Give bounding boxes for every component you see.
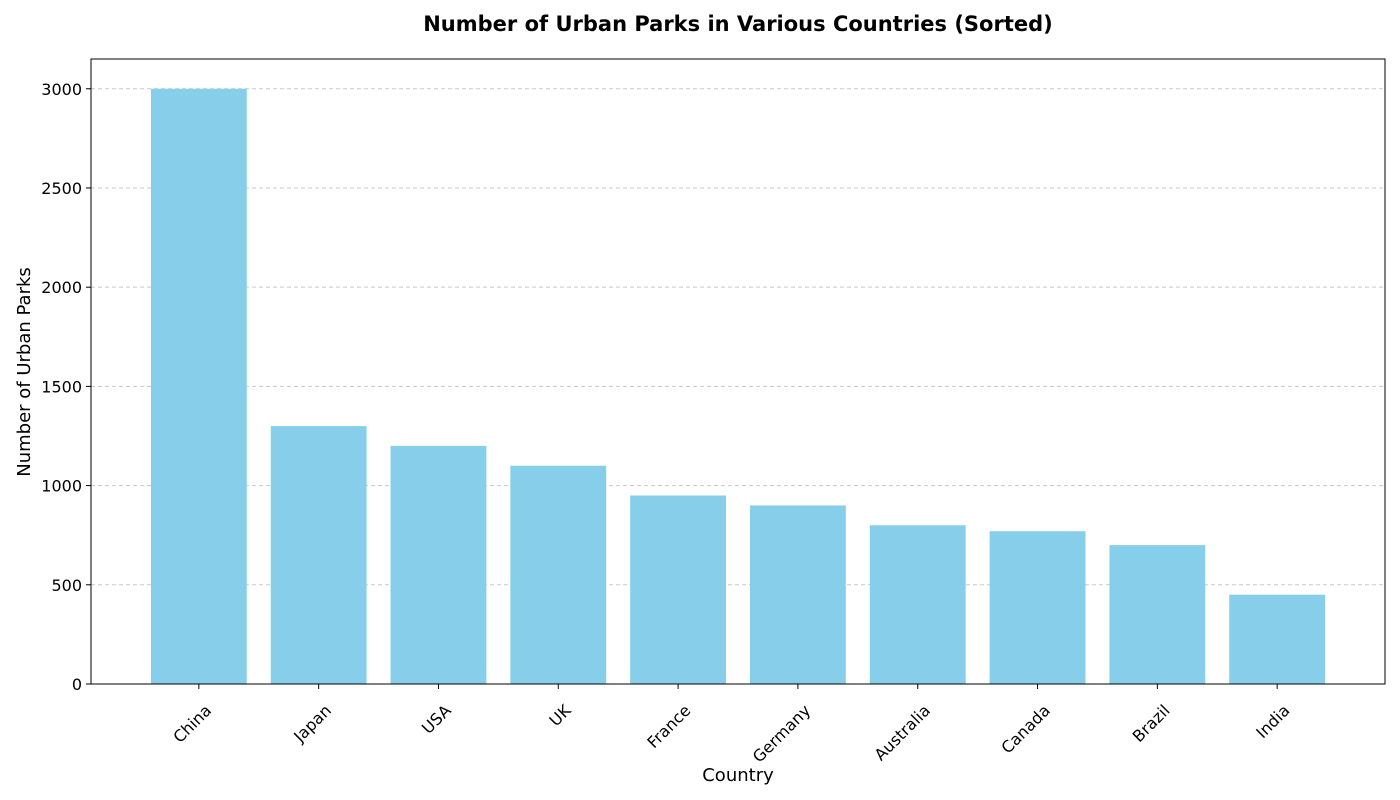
y-axis-label: Number of Urban Parks	[14, 267, 35, 477]
bar-india	[1229, 594, 1326, 684]
y-axis-ticks: 0 500 1000 1500 2000 2500 3000	[41, 80, 91, 694]
bar-australia	[869, 525, 966, 684]
x-tick-label: UK	[545, 701, 574, 730]
bar-japan	[270, 426, 367, 684]
y-tick-label: 1500	[41, 377, 82, 396]
bar-brazil	[1109, 545, 1206, 684]
x-tick-label: Brazil	[1129, 701, 1174, 746]
bar-china	[150, 88, 247, 684]
chart-title: Number of Urban Parks in Various Countri…	[423, 12, 1053, 36]
bar-germany	[749, 505, 846, 684]
bar-usa	[390, 445, 487, 684]
y-tick-label: 0	[72, 675, 82, 694]
x-tick-label: USA	[418, 701, 455, 738]
x-axis-ticks: China Japan USA UK France Germany Australia Can…	[169, 684, 1293, 766]
x-tick-label: France	[643, 701, 694, 752]
bar-canada	[989, 531, 1086, 684]
bars	[150, 88, 1326, 684]
x-tick-label: China	[169, 701, 215, 747]
y-tick-label: 2000	[41, 278, 82, 297]
y-tick-label: 1000	[41, 477, 82, 496]
plot-frame	[90, 58, 1386, 685]
x-tick-label: Australia	[871, 701, 934, 764]
x-tick-label: Canada	[997, 701, 1053, 757]
x-tick-label: Japan	[289, 701, 335, 747]
x-tick-label: Germany	[749, 701, 814, 766]
y-tick-label: 500	[51, 576, 82, 595]
bar-uk	[510, 465, 607, 684]
bar-france	[630, 495, 727, 684]
x-axis-label: Country	[702, 765, 774, 786]
y-tick-label: 2500	[41, 179, 82, 198]
y-tick-label: 3000	[41, 80, 82, 99]
x-tick-label: India	[1252, 701, 1293, 742]
